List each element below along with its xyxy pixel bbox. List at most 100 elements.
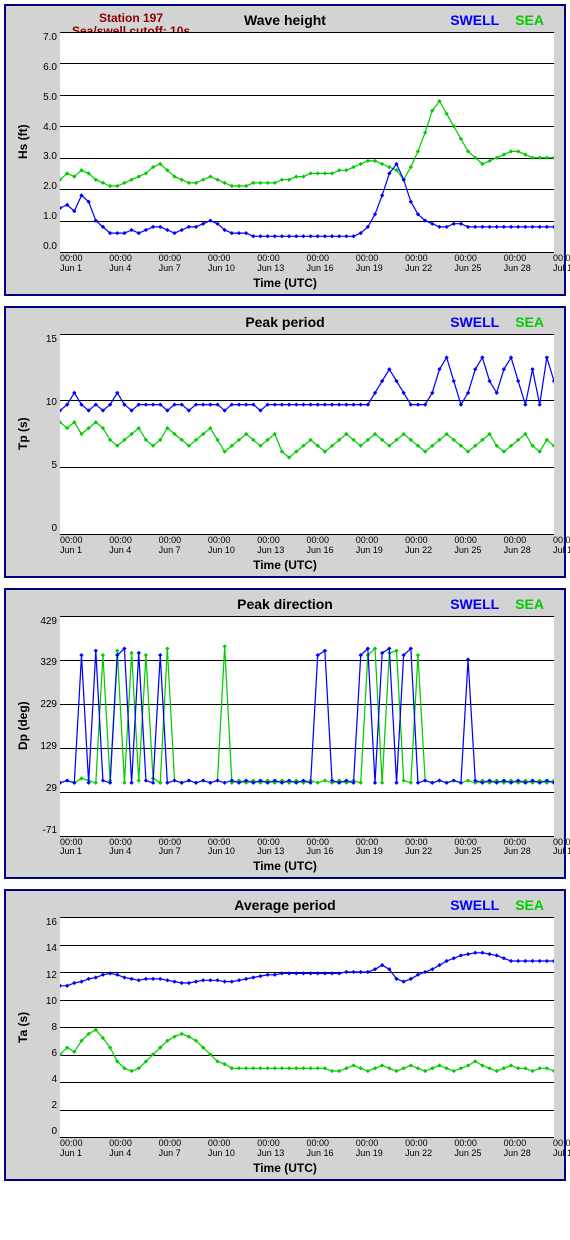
- x-axis-label: Time (UTC): [16, 859, 554, 873]
- xtick: 00:00 Jun 25: [454, 254, 455, 274]
- ytick: 4.0: [32, 122, 57, 133]
- sea-line: [60, 1030, 554, 1071]
- title-row: Average period SWELL SEA: [16, 897, 554, 913]
- ytick: 0.0: [32, 241, 57, 252]
- y-ticks: 42932922912929-71: [32, 616, 60, 836]
- plot-area: [60, 32, 554, 252]
- series-svg: [60, 616, 554, 836]
- title-row: Station 197Sea/swell cutoff: 10sWave hei…: [16, 12, 554, 28]
- xtick: 00:00 Jun 19: [356, 838, 357, 858]
- ytick: 14: [32, 943, 57, 954]
- series-svg: [60, 334, 554, 534]
- y-ticks: 15 10 5 0: [32, 334, 60, 534]
- x-ticks: 00:00 Jun 100:00 Jun 400:00 Jun 700:00 J…: [60, 838, 554, 858]
- plot-wrap: Dp (deg)42932922912929-71: [16, 616, 554, 836]
- plot-wrap: Ta (s)1614121086420: [16, 917, 554, 1137]
- swell-line: [60, 953, 554, 986]
- xtick: 00:00 Jun 4: [109, 536, 110, 556]
- legend-sea: SEA: [515, 596, 544, 612]
- title-row: Peak period SWELL SEA: [16, 314, 554, 330]
- xtick: 00:00 Jun 28: [504, 1139, 505, 1159]
- xtick: 00:00 Jun 10: [208, 1139, 209, 1159]
- sea-line: [60, 101, 554, 186]
- x-ticks: 00:00 Jun 100:00 Jun 400:00 Jun 700:00 J…: [60, 254, 554, 274]
- ytick: 4: [32, 1074, 57, 1085]
- ytick: 15: [32, 334, 57, 345]
- series-svg: [60, 917, 554, 1137]
- xtick: 00:00 Jun 19: [356, 536, 357, 556]
- chart-title: Average period: [234, 897, 335, 913]
- legend: SWELL SEA: [434, 314, 544, 330]
- legend-swell: SWELL: [450, 897, 499, 913]
- x-axis-label: Time (UTC): [16, 558, 554, 572]
- ytick: 12: [32, 970, 57, 981]
- xtick: 00:00 Jun 16: [306, 1139, 307, 1159]
- gridline: [60, 836, 554, 837]
- xtick: 00:00 Jun 16: [306, 254, 307, 274]
- xtick: 00:00 Jun 1: [60, 838, 61, 858]
- legend-swell: SWELL: [450, 12, 499, 28]
- y-ticks: 7.06.05.04.03.02.01.00.0: [32, 32, 60, 252]
- y-ticks: 1614121086420: [32, 917, 60, 1137]
- swell-line: [60, 648, 554, 782]
- xtick: 00:00 Jun 7: [159, 536, 160, 556]
- xtick: 00:00 Jun 28: [504, 254, 505, 274]
- xtick: 00:00 Jun 16: [306, 536, 307, 556]
- legend-sea: SEA: [515, 897, 544, 913]
- ytick: 10: [32, 397, 57, 408]
- gridline: [60, 252, 554, 253]
- ytick: 5: [32, 460, 57, 471]
- ytick: 2: [32, 1100, 57, 1111]
- xtick: 00:00 Jun 22: [405, 254, 406, 274]
- legend-swell: SWELL: [450, 596, 499, 612]
- ytick: 16: [32, 917, 57, 928]
- ytick: 0: [32, 1126, 57, 1137]
- xtick: 00:00 Jun 25: [454, 1139, 455, 1159]
- xtick: 00:00 Jun 28: [504, 838, 505, 858]
- panel-peak-period: Peak periodSWELLSEATp (s)15105000:00 Jun…: [4, 306, 566, 578]
- panel-peak-direction: Peak directionSWELLSEADp (deg)4293292291…: [4, 588, 566, 880]
- ytick: 6.0: [32, 62, 57, 73]
- xtick: 00:00 Jul 1: [553, 838, 554, 858]
- xtick: 00:00 Jun 7: [159, 838, 160, 858]
- ytick: 329: [32, 657, 57, 668]
- chart-title: Wave height: [244, 12, 326, 28]
- legend: SWELLSEA: [434, 12, 544, 28]
- plot-wrap: Tp (s)15 10 5 0: [16, 334, 554, 534]
- plot-area: [60, 917, 554, 1137]
- legend-swell: SWELL: [450, 314, 499, 330]
- legend-sea: SEA: [515, 314, 544, 330]
- xtick: 00:00 Jun 19: [356, 1139, 357, 1159]
- ytick: 129: [32, 741, 57, 752]
- sea-line: [60, 646, 554, 782]
- series-svg: [60, 32, 554, 252]
- plot-area: [60, 334, 554, 534]
- y-axis-label: Hs (ft): [16, 32, 32, 252]
- xtick: 00:00 Jun 7: [159, 254, 160, 274]
- xtick: 00:00 Jun 19: [356, 254, 357, 274]
- gridline: [60, 534, 554, 535]
- ytick: 2.0: [32, 181, 57, 192]
- title-row: Peak direction SWELL SEA: [16, 596, 554, 612]
- xtick: 00:00 Jun 13: [257, 838, 258, 858]
- xtick: 00:00 Jun 1: [60, 536, 61, 556]
- y-axis-label: Tp (s): [16, 334, 32, 534]
- chart-title: Peak period: [245, 314, 324, 330]
- ytick: 0: [32, 523, 57, 534]
- xtick: 00:00 Jul 1: [553, 254, 554, 274]
- x-axis-label: Time (UTC): [16, 276, 554, 290]
- plot-wrap: Hs (ft)7.06.05.04.03.02.01.00.0: [16, 32, 554, 252]
- gridline: [60, 1137, 554, 1138]
- chart-title: Peak direction: [237, 596, 333, 612]
- xtick: 00:00 Jun 13: [257, 254, 258, 274]
- xtick: 00:00 Jun 10: [208, 838, 209, 858]
- xtick: 00:00 Jun 16: [306, 838, 307, 858]
- x-ticks: 00:00 Jun 1 00:00 Jun 4 00:00 Jun 7 00:00 J…: [60, 536, 554, 556]
- ytick: 229: [32, 699, 57, 710]
- ytick: 429: [32, 616, 57, 627]
- xtick: 00:00 Jul 1: [553, 1139, 554, 1159]
- xtick: 00:00 Jun 4: [109, 1139, 110, 1159]
- ytick: 5.0: [32, 92, 57, 103]
- plot-area: [60, 616, 554, 836]
- y-axis-label: Ta (s): [16, 917, 32, 1137]
